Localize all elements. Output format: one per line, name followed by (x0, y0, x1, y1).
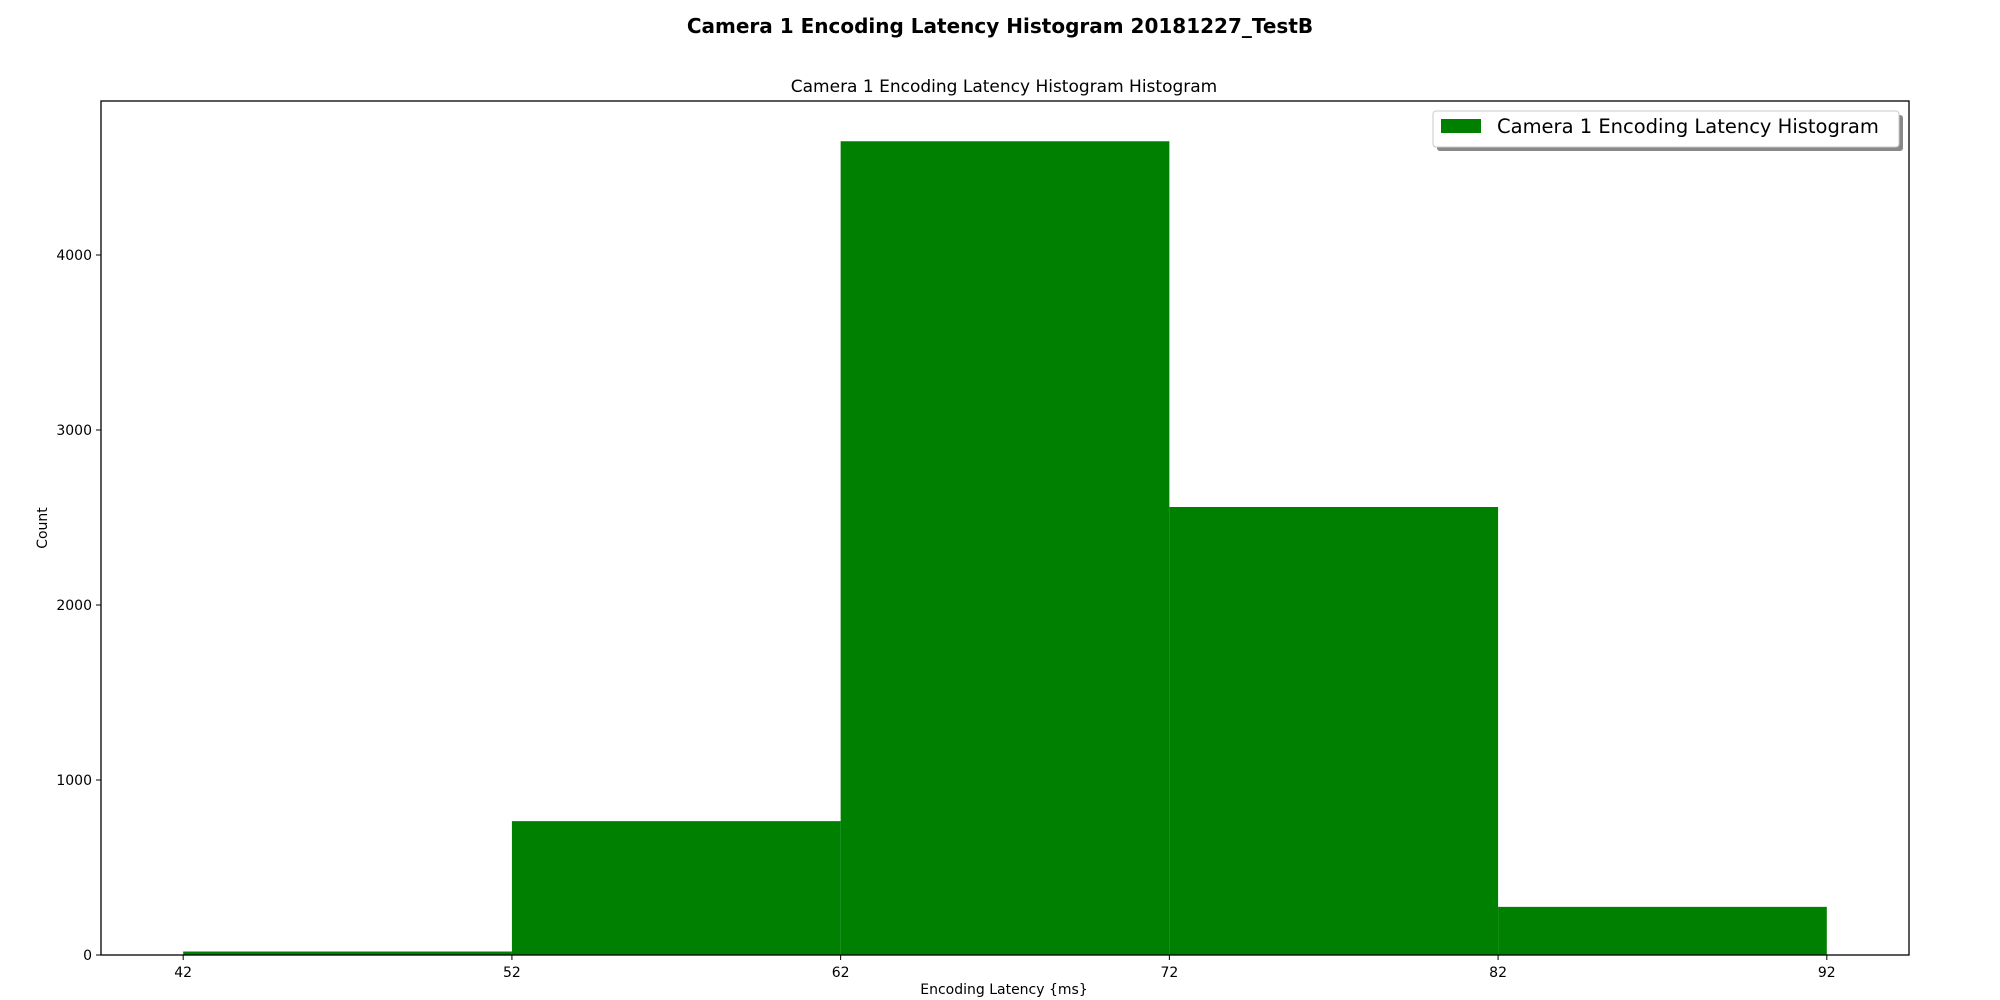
y-axis-label: Count (35, 507, 51, 549)
y-tick-label: 4000 (56, 248, 92, 264)
legend-label: Camera 1 Encoding Latency Histogram (1497, 115, 1879, 138)
x-tick-label: 42 (174, 965, 192, 981)
legend-swatch (1441, 119, 1481, 133)
x-axis-ticks: 42 52 62 72 82 92 (174, 955, 1836, 981)
y-axis-ticks: 0 1000 2000 3000 4000 (56, 248, 101, 964)
y-tick-label: 1000 (56, 773, 92, 789)
y-tick-label: 2000 (56, 598, 92, 614)
x-tick-label: 82 (1489, 965, 1507, 981)
figure-suptitle: Camera 1 Encoding Latency Histogram 2018… (686, 14, 1314, 38)
chart-title: Camera 1 Encoding Latency Histogram Hist… (791, 77, 1217, 97)
y-tick-label: 0 (83, 948, 92, 964)
x-tick-label: 72 (1160, 965, 1178, 981)
legend: Camera 1 Encoding Latency Histogram (1432, 110, 1903, 151)
legend-box (1432, 110, 1900, 148)
histogram-bar-2 (840, 141, 1170, 955)
x-tick-label: 52 (503, 965, 521, 981)
histogram-bar-3 (1169, 507, 1499, 955)
x-tick-label: 92 (1818, 965, 1836, 981)
histogram-bar-1 (511, 821, 841, 955)
histogram-bar-4 (1498, 906, 1827, 955)
bars-group (183, 141, 1827, 955)
x-axis-label: Encoding Latency {ms} (920, 982, 1088, 998)
histogram-bar-0 (183, 951, 512, 955)
y-tick-label: 3000 (56, 423, 92, 439)
x-tick-label: 62 (832, 965, 850, 981)
plot-frame (100, 100, 1910, 956)
